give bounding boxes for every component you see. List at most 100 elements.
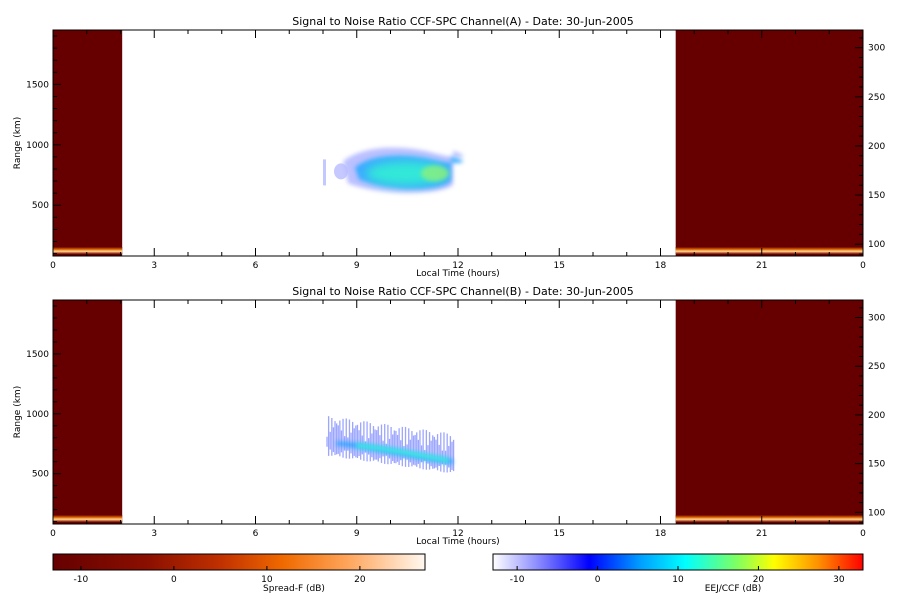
echo-streak <box>422 429 424 470</box>
chart-title: Signal to Noise Ratio CCF-SPC Channel(A)… <box>292 15 633 28</box>
y2-tick-label: 200 <box>868 411 885 421</box>
y2-tick-label: 300 <box>868 44 885 54</box>
echo-streak <box>353 428 355 456</box>
colorbar-gradient <box>52 553 426 571</box>
ccf-block <box>53 30 123 256</box>
echo-streak <box>392 434 394 462</box>
panel-b: 0 3 6 9 12 15 18 21 0 500 1000 1500 100 150 200 250 300 S… <box>13 285 885 547</box>
echo-streak <box>329 431 331 450</box>
y2-tick-label: 250 <box>868 93 885 103</box>
echo-streak <box>376 430 378 460</box>
echo-streak <box>414 434 416 466</box>
echo-streak <box>411 431 413 467</box>
echo-streak <box>387 424 389 465</box>
echo-streak <box>438 444 440 467</box>
echo-streak <box>331 417 333 456</box>
x-tick-label: 3 <box>151 261 157 271</box>
colorbar-tick-label: 10 <box>672 575 684 585</box>
echo-streak <box>417 439 419 464</box>
colorbar-tick-label: 20 <box>753 575 765 585</box>
echo-streak <box>428 432 431 470</box>
echo-streak <box>430 440 432 467</box>
echo-streak <box>352 421 354 459</box>
echo-streak <box>366 421 368 462</box>
echo-speckle <box>334 163 348 180</box>
echo-speckle <box>323 159 326 186</box>
echo-streak <box>436 434 439 471</box>
x-tick-label: 6 <box>253 261 259 271</box>
ccf-block <box>675 30 863 256</box>
colorbar-tick-label: 30 <box>833 575 845 585</box>
echo-streak <box>355 425 357 458</box>
echo-streak <box>412 435 415 465</box>
x-tick-label: 15 <box>554 529 565 539</box>
x-tick-label: 0 <box>860 261 866 271</box>
echo-streak <box>335 423 338 455</box>
x-tick-label: 21 <box>756 529 767 539</box>
ccf-block <box>675 300 863 524</box>
x-axis-label: Local Time (hours) <box>416 269 499 279</box>
y-tick-label: 1500 <box>26 80 49 90</box>
echo-streak <box>337 425 339 454</box>
echo-streak <box>384 423 386 464</box>
colorbar-tick-label: 0 <box>171 575 177 585</box>
x-tick-label: 18 <box>655 529 667 539</box>
x-tick-label: 12 <box>452 261 463 271</box>
colorbar-tick-label: 10 <box>261 575 273 585</box>
echo-streak <box>432 435 434 469</box>
echo-streak <box>348 419 351 459</box>
colorbar-tick-label: -10 <box>74 575 89 585</box>
x-axis-label: Local Time (hours) <box>416 537 499 547</box>
echo-streak <box>440 432 442 472</box>
y-tick-label: 1500 <box>26 350 49 360</box>
echo-streak <box>408 428 410 467</box>
x-tick-label: 0 <box>860 529 866 539</box>
echo-streak <box>396 434 399 462</box>
echo-streak <box>395 430 397 464</box>
ccf-floor-echo <box>675 515 863 522</box>
echo-streak <box>326 436 328 447</box>
spread-f-colorbar: -10 0 10 20 Spread-F (dB) <box>52 553 426 594</box>
y-axis-label: Range (km) <box>13 386 23 438</box>
y-tick-label: 500 <box>32 470 49 480</box>
echo-streak <box>448 445 450 468</box>
x-tick-label: 9 <box>354 261 360 271</box>
echo-core <box>356 443 450 463</box>
echo-streak <box>393 430 395 464</box>
x-tick-label: 15 <box>554 261 565 271</box>
colorbar-label: Spread-F (dB) <box>263 584 325 594</box>
echo-streak <box>435 439 437 468</box>
echo-streak <box>332 427 335 453</box>
eej-ccf-colorbar: -10 0 10 20 30 EEJ/CCF (dB) <box>492 553 864 594</box>
echo-streak <box>452 439 455 472</box>
x-tick-label: 3 <box>151 529 157 539</box>
x-tick-label: 6 <box>253 529 259 539</box>
echo-streak <box>345 418 347 459</box>
colorbar-tick-label: -10 <box>510 575 525 585</box>
echo-streak <box>369 423 371 462</box>
y-axis-label: Range (km) <box>13 117 23 169</box>
y-tick-label: 1000 <box>26 141 49 151</box>
echo-streak <box>358 430 360 457</box>
x-tick-label: 18 <box>655 261 667 271</box>
ccf-floor-echo <box>53 515 123 522</box>
echo-streak <box>446 433 448 473</box>
echo-streak <box>401 426 403 467</box>
echo-streak <box>374 429 376 460</box>
chart-title: Signal to Noise Ratio CCF-SPC Channel(B)… <box>292 285 634 298</box>
echo-streak <box>339 420 341 457</box>
x-tick-label: 9 <box>354 529 360 539</box>
y2-tick-label: 200 <box>868 142 885 152</box>
echo-streak <box>398 428 400 466</box>
panel-a: 0 3 6 9 12 15 18 21 0 500 1000 1500 100 150 200 250 300 S… <box>13 15 885 279</box>
echo-streak <box>416 432 418 467</box>
echo-streak <box>334 421 336 456</box>
echo-streak <box>327 416 330 456</box>
echo-blob <box>326 416 455 473</box>
echo-streak <box>380 424 383 464</box>
x-tick-label: 0 <box>50 261 56 271</box>
echo-streak <box>372 426 375 461</box>
y2-tick-label: 150 <box>868 460 885 470</box>
